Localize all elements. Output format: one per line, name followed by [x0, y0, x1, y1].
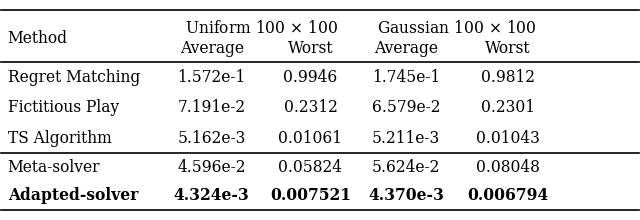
Text: Worst: Worst	[288, 40, 333, 57]
Text: 0.2301: 0.2301	[481, 99, 535, 116]
Text: 0.006794: 0.006794	[467, 187, 548, 204]
Text: Average: Average	[180, 40, 244, 57]
Text: 1.745e-1: 1.745e-1	[372, 69, 440, 86]
Text: Uniform 100 $\times$ 100: Uniform 100 $\times$ 100	[185, 20, 338, 37]
Text: 7.191e-2: 7.191e-2	[178, 99, 246, 116]
Text: 0.007521: 0.007521	[270, 187, 351, 204]
Text: 4.596e-2: 4.596e-2	[177, 159, 246, 176]
Text: Fictitious Play: Fictitious Play	[8, 99, 119, 116]
Text: 0.9946: 0.9946	[284, 69, 337, 86]
Text: Adapted-solver: Adapted-solver	[8, 187, 138, 204]
Text: Gaussian 100 $\times$ 100: Gaussian 100 $\times$ 100	[377, 20, 537, 37]
Text: Regret Matching: Regret Matching	[8, 69, 140, 86]
Text: 1.572e-1: 1.572e-1	[177, 69, 246, 86]
Text: 5.624e-2: 5.624e-2	[372, 159, 440, 176]
Text: 0.2312: 0.2312	[284, 99, 337, 116]
Text: Meta-solver: Meta-solver	[8, 159, 100, 176]
Text: TS Algorithm: TS Algorithm	[8, 130, 111, 147]
Text: 0.01061: 0.01061	[278, 130, 342, 147]
Text: 0.01043: 0.01043	[476, 130, 540, 147]
Text: 4.324e-3: 4.324e-3	[174, 187, 250, 204]
Text: Average: Average	[374, 40, 438, 57]
Text: Worst: Worst	[485, 40, 531, 57]
Text: 0.08048: 0.08048	[476, 159, 540, 176]
Text: 4.370e-3: 4.370e-3	[368, 187, 444, 204]
Text: 0.9812: 0.9812	[481, 69, 535, 86]
Text: 5.211e-3: 5.211e-3	[372, 130, 440, 147]
Text: 0.05824: 0.05824	[278, 159, 342, 176]
Text: Method: Method	[8, 30, 68, 47]
Text: 6.579e-2: 6.579e-2	[372, 99, 440, 116]
Text: 5.162e-3: 5.162e-3	[177, 130, 246, 147]
